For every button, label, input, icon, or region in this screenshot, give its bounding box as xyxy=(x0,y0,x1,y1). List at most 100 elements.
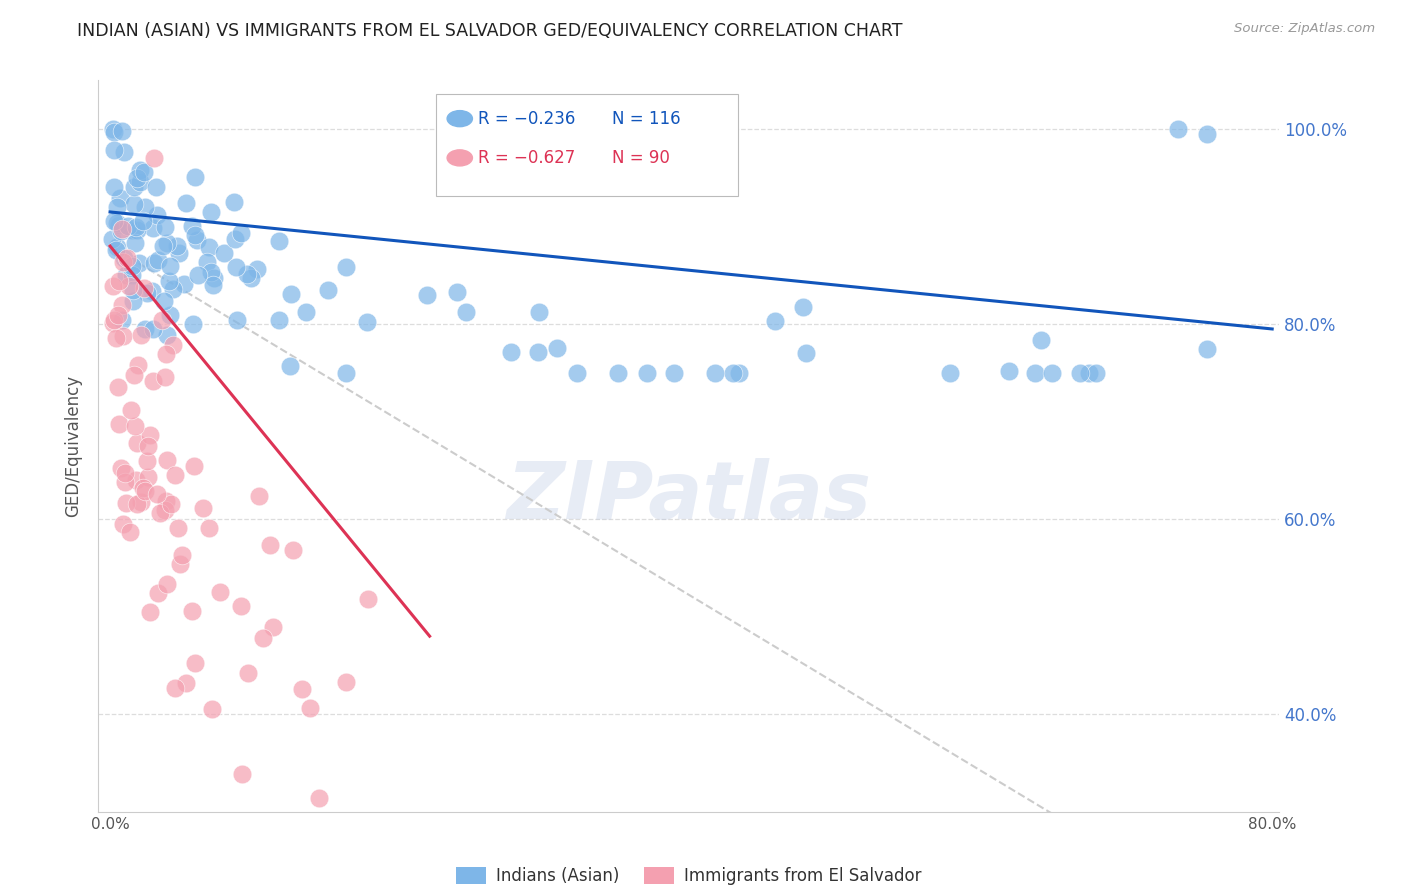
Point xyxy=(143,151,166,165)
Point xyxy=(143,256,166,270)
Point xyxy=(298,824,321,838)
Point xyxy=(214,246,236,260)
Point xyxy=(124,236,146,251)
Point xyxy=(101,316,124,330)
Point xyxy=(225,312,247,326)
Point xyxy=(231,766,253,780)
Point xyxy=(112,252,135,266)
Point xyxy=(103,143,125,157)
Point xyxy=(107,274,129,288)
Point xyxy=(180,219,202,233)
Point xyxy=(209,585,232,599)
Point xyxy=(153,294,176,309)
Point xyxy=(125,473,148,487)
Point xyxy=(101,278,124,293)
Point xyxy=(142,374,165,388)
Point xyxy=(454,305,477,319)
Point xyxy=(139,605,162,619)
Point xyxy=(134,200,156,214)
Point xyxy=(132,481,155,495)
Point xyxy=(173,277,195,292)
Point xyxy=(155,328,177,343)
Point xyxy=(122,197,145,211)
Point xyxy=(107,379,129,393)
Point xyxy=(183,459,205,474)
Point xyxy=(357,591,380,606)
Point xyxy=(145,487,167,501)
Point xyxy=(335,366,357,380)
Point xyxy=(105,216,128,230)
Point xyxy=(134,483,156,498)
Point xyxy=(316,283,339,297)
Point xyxy=(565,366,588,380)
Point xyxy=(159,497,181,511)
Point xyxy=(186,233,208,247)
Point xyxy=(155,347,177,361)
Point xyxy=(103,125,125,139)
Point xyxy=(136,454,159,468)
Point xyxy=(146,586,169,600)
Point xyxy=(259,538,281,552)
Point xyxy=(1069,366,1091,380)
Point xyxy=(636,366,658,380)
Point xyxy=(146,207,169,221)
Point xyxy=(159,308,181,322)
Point xyxy=(169,557,191,571)
Point xyxy=(111,313,134,327)
Point xyxy=(1195,127,1218,141)
Point xyxy=(159,259,181,273)
Point xyxy=(163,468,186,483)
Point xyxy=(122,368,145,382)
Point xyxy=(415,824,437,838)
Point xyxy=(200,205,222,219)
Point xyxy=(337,824,360,838)
Point xyxy=(121,223,143,237)
Point xyxy=(129,328,152,343)
Point xyxy=(162,282,184,296)
Point xyxy=(121,293,143,308)
Point xyxy=(187,268,209,282)
Point xyxy=(181,317,204,331)
Point xyxy=(150,312,173,326)
Point xyxy=(723,366,745,380)
Point xyxy=(111,123,134,137)
Point xyxy=(157,274,180,288)
Point xyxy=(202,278,225,293)
Point xyxy=(153,503,176,517)
Point xyxy=(105,240,128,254)
Point xyxy=(662,366,685,380)
Text: N = 116: N = 116 xyxy=(612,110,681,128)
Point xyxy=(325,824,347,838)
Point xyxy=(118,524,141,539)
Point xyxy=(105,331,128,345)
Point xyxy=(794,346,817,360)
Point xyxy=(112,329,135,343)
Point xyxy=(247,489,270,503)
Point xyxy=(356,824,378,838)
Legend: Indians (Asian), Immigrants from El Salvador: Indians (Asian), Immigrants from El Salv… xyxy=(450,860,928,892)
Point xyxy=(174,196,197,211)
Point xyxy=(115,252,138,266)
Point xyxy=(100,232,122,246)
Point xyxy=(184,656,207,670)
Text: R = −0.627: R = −0.627 xyxy=(478,149,575,167)
Point xyxy=(153,219,176,234)
Point xyxy=(156,235,179,250)
Point xyxy=(416,287,439,301)
Point xyxy=(308,791,330,805)
Point xyxy=(446,285,468,299)
Point xyxy=(115,268,138,282)
Point xyxy=(281,543,304,558)
Point xyxy=(229,226,252,240)
Point xyxy=(129,175,152,189)
Point xyxy=(152,239,174,253)
Point xyxy=(236,666,259,681)
Point xyxy=(236,267,259,281)
Point xyxy=(356,315,378,329)
Point xyxy=(124,180,146,194)
Point xyxy=(127,359,149,373)
Point xyxy=(103,312,125,326)
Point xyxy=(127,171,149,186)
Point xyxy=(337,824,360,838)
Point xyxy=(131,495,153,509)
